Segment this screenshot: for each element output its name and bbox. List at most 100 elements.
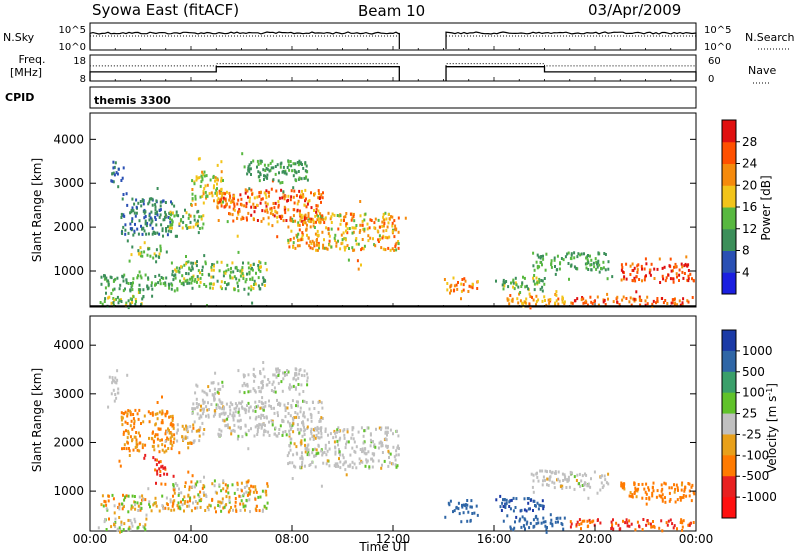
cell-8-65 [266,173,269,177]
cell-3-121 [122,430,125,434]
cell-10-141 [190,480,193,484]
cell-3-89 [134,408,137,412]
cell-14-28 [537,255,540,259]
cell-7-164 [236,404,239,408]
cell-10-37 [183,263,186,267]
scatter-6-4 [220,160,223,164]
cell-9-223 [362,247,365,251]
cell-1-71 [147,276,150,280]
cell-8-72 [305,164,308,168]
cell-3-33 [161,227,164,231]
scatter-5-3 [187,446,190,450]
cell-16-73 [623,482,626,486]
cell-7-5 [218,428,221,432]
cell-9-239 [287,462,290,466]
cell-8-74 [247,390,250,394]
cell-9-214 [300,238,303,242]
cell-3-103 [154,208,157,212]
cell-7-59 [222,411,225,415]
cell-15-16 [589,295,592,299]
velocity-colorbar-tick-0: 1000 [742,344,773,358]
scatter-1-9 [120,520,123,524]
cell-15-47 [669,518,672,522]
cell-10-154 [213,506,216,510]
cell-9-76 [388,235,391,239]
scatter-11-8 [469,505,472,509]
cell-16-68 [692,278,695,282]
scatter-12-8 [542,520,545,524]
cell-7-9 [284,406,287,410]
cell-6-21 [216,187,218,191]
cell-9-107 [291,461,294,465]
cell-7-132 [254,409,257,413]
cell-7-7 [258,422,261,426]
cell-9-267 [358,457,361,461]
cell-6-3 [195,397,198,401]
cell-9-97 [397,444,400,448]
cell-13-17 [512,281,515,285]
cell-9-207 [345,212,348,215]
cell-3-47 [165,429,168,433]
cell-5-44 [166,436,169,440]
cell-6-25 [207,401,209,405]
cell-9-132 [323,246,326,250]
cell-10-88 [200,497,203,501]
cell-10-12 [239,274,242,278]
cell-9-258 [306,448,309,452]
cell-9-198 [303,429,306,433]
cell-7-65 [256,433,259,436]
cell-6-54 [194,202,197,206]
cell-14-30 [562,258,565,262]
cell-8-31 [263,163,266,167]
cell-9-33 [345,224,347,228]
cell-3-87 [135,198,138,202]
cell-2-9 [113,379,116,383]
cell-9-219 [304,443,306,447]
cell-1-51 [136,276,139,280]
cell-3-38 [165,227,167,230]
cell-13-37 [510,281,512,285]
cell-14-63 [601,486,604,489]
cell-7-50 [282,430,285,434]
cell-7-8 [218,434,220,438]
cell-15-35 [597,303,600,307]
cell-7-11 [321,417,324,420]
cell-8-83 [300,373,303,377]
cell-9-167 [347,440,350,444]
cell-7-56 [260,219,263,223]
cell-14-58 [585,266,588,270]
cell-7-126 [282,195,285,199]
cell-8-58 [302,166,305,170]
power-colorbar-tick-1: 8 [742,244,750,258]
cell-5-15 [192,426,195,430]
cell-9-151 [382,215,385,219]
cell-15-61 [628,524,631,528]
cell-7-179 [254,400,257,404]
cell-14-40 [604,478,607,482]
cell-13-23 [510,498,513,502]
cell-7-200 [250,213,253,217]
cell-14-24 [563,473,566,477]
cell-14-73 [546,477,549,481]
cell-4-16 [141,254,144,258]
cell-15-32 [626,521,629,525]
cell-3-34 [167,229,170,233]
cell-8-87 [292,376,295,380]
cell-15-58 [573,299,576,303]
cell-12-13 [549,521,552,525]
cell-9-1 [328,447,331,451]
cell-14-31 [544,268,547,272]
scatter-11-5 [443,278,446,281]
cell-10-152 [240,489,243,493]
cell-11-21 [453,509,456,513]
cpid-value: themis 3300 [94,94,171,107]
cell-9-47 [354,226,357,230]
cell-6-24 [214,176,217,180]
cell-10-98 [209,286,212,290]
cell-9-221 [315,243,318,247]
cell-9-202 [391,229,394,233]
cell-3-124 [135,441,138,444]
cell-10-37 [211,482,214,486]
cell-10-7 [253,279,256,283]
